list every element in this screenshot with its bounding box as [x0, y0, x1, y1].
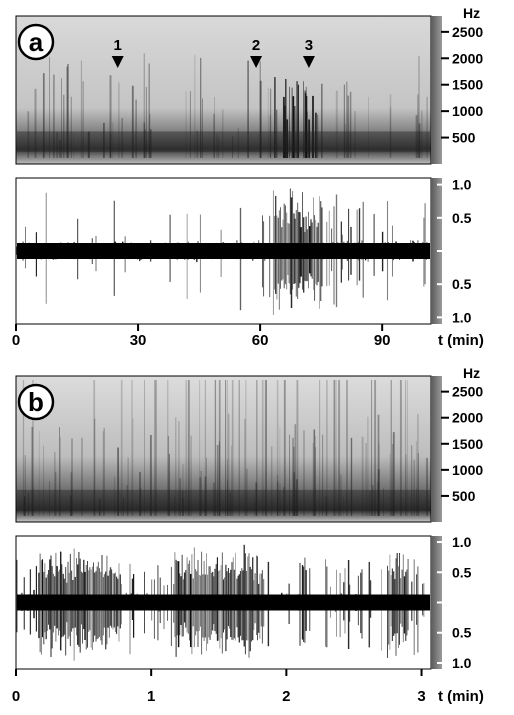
panel-a-marker-arrow [302, 56, 315, 68]
panel-b-spectrogram [15, 375, 432, 523]
panel-a-waveform-trace [16, 188, 430, 315]
panel-b-spectrogram-tick-label: 2000 [452, 410, 483, 426]
panel-a-label-circle [17, 23, 55, 61]
panel-a-waveform-tick-label: 0.5 [452, 210, 472, 226]
panel-b-spectrogram-scale-strip [431, 376, 442, 522]
panel-a-marker-label: 3 [305, 37, 313, 54]
panel-b-spectrogram-tick-label: 1500 [452, 436, 483, 452]
panel-a-spectrogram-tick-label: 1500 [452, 77, 483, 93]
panel-b-spectrogram-tick-label: 1000 [452, 462, 483, 478]
panel-b-time-tick-label: 1 [147, 688, 155, 705]
panel-a-spectrogram-tick-label: 1000 [452, 103, 483, 119]
panel-a-spectrogram-noise-band [17, 131, 430, 153]
panel-b-waveform-tick-label: 0.5 [452, 625, 472, 641]
panel-b-time-tick-label: 0 [12, 688, 20, 705]
panel-b-spectrogram-tick-label: 2500 [452, 384, 483, 400]
panel-a-time-unit: t (min) [438, 332, 484, 349]
panel-b-waveform-trace [16, 544, 430, 661]
panel-a-spectrogram-scale-strip [431, 16, 442, 164]
panel-a-spectrogram [15, 15, 432, 165]
panel-a-waveform-tick-label: 1.0 [452, 309, 472, 325]
panel-a-spectrogram-tick-label: 2000 [452, 50, 483, 66]
panel-a-spectrogram-tick-label: 500 [452, 130, 476, 146]
panel-b-spectrogram-tick-label: 500 [452, 488, 476, 504]
panel-a-time-tick-label: 60 [252, 332, 269, 349]
panel-a: Hz 2500 2000 1500 1000 500 1.0 0.5 0.5 1.0 0 30 60 90… [12, 5, 484, 349]
panel-a-marker-arrow [111, 56, 124, 68]
panel-a-time-tick-label: 0 [12, 332, 20, 349]
panel-b-time-tick-label: 2 [282, 688, 290, 705]
panel-a-waveform-tick-label: 1.0 [452, 177, 472, 193]
panel-a-time-tick-label: 30 [130, 332, 147, 349]
panel-b-spectrogram-unit: Hz [463, 365, 480, 381]
panel-b-waveform-scale-strip [431, 536, 442, 669]
panel-a-marker-arrow [250, 56, 263, 68]
panel-b-label-circle [17, 383, 55, 421]
panel-a-spectrogram-texture [17, 53, 430, 158]
panel-a-label: a [29, 27, 44, 57]
panel-b-waveform-tick-label: 0.5 [452, 564, 472, 580]
panel-b-spectrogram-noise-band [17, 489, 430, 511]
panel-a-marker-label: 1 [114, 37, 122, 54]
panel-a-marker-label: 2 [252, 37, 260, 54]
panel-b-time-tick-label: 3 [417, 688, 425, 705]
panel-b-waveform-tick-label: 1.0 [452, 655, 472, 671]
panel-a-waveform-scale-strip [431, 178, 442, 324]
panel-b-waveform-tick-label: 1.0 [452, 534, 472, 550]
panel-a-spectrogram-unit: Hz [463, 5, 480, 21]
panel-b-label: b [28, 387, 44, 417]
panel-b-time-unit: t (min) [438, 688, 484, 705]
panel-b: Hz 2500 2000 1500 1000 500 1.0 0.5 0.5 1.0 0 1 2 3 t (… [12, 365, 484, 705]
panel-a-waveform-tick-label: 0.5 [452, 276, 472, 292]
panel-a-spectrogram-tick-label: 2500 [452, 24, 483, 40]
panel-a-time-tick-label: 90 [374, 332, 391, 349]
panel-b-spectrogram-texture [17, 380, 430, 516]
